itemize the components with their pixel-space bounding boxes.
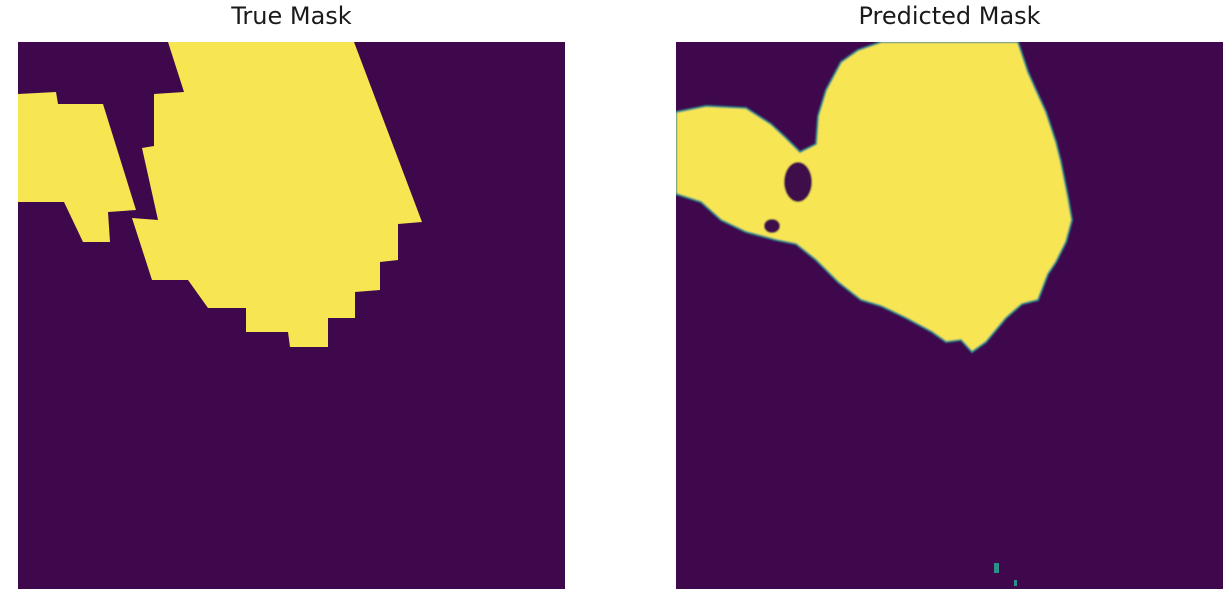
true-mask-title: True Mask [231,2,352,30]
predicted-mask-speckle [994,563,999,573]
true-mask-left-region [18,92,136,242]
predicted-mask-region [676,42,1074,354]
predicted-mask-image [676,42,1223,589]
predicted-mask-hole [784,162,812,202]
true-mask-main-region [132,42,422,347]
true-mask-image [18,42,565,589]
predicted-mask-title: Predicted Mask [858,2,1041,30]
predicted-mask-small-hole [764,219,780,233]
predicted-mask-speckle-2 [1014,580,1017,586]
